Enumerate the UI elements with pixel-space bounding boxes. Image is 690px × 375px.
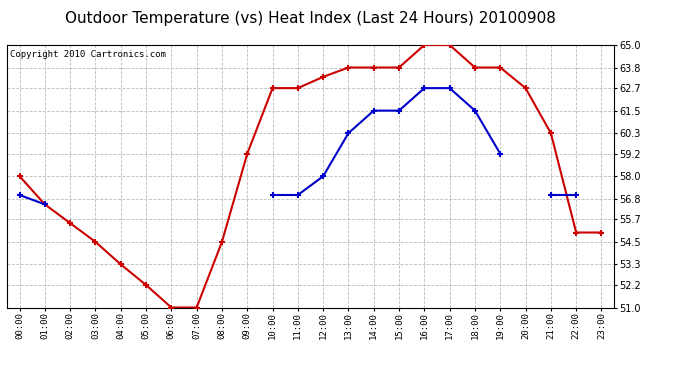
Text: Outdoor Temperature (vs) Heat Index (Last 24 Hours) 20100908: Outdoor Temperature (vs) Heat Index (Las… — [65, 11, 556, 26]
Text: Copyright 2010 Cartronics.com: Copyright 2010 Cartronics.com — [10, 50, 166, 59]
